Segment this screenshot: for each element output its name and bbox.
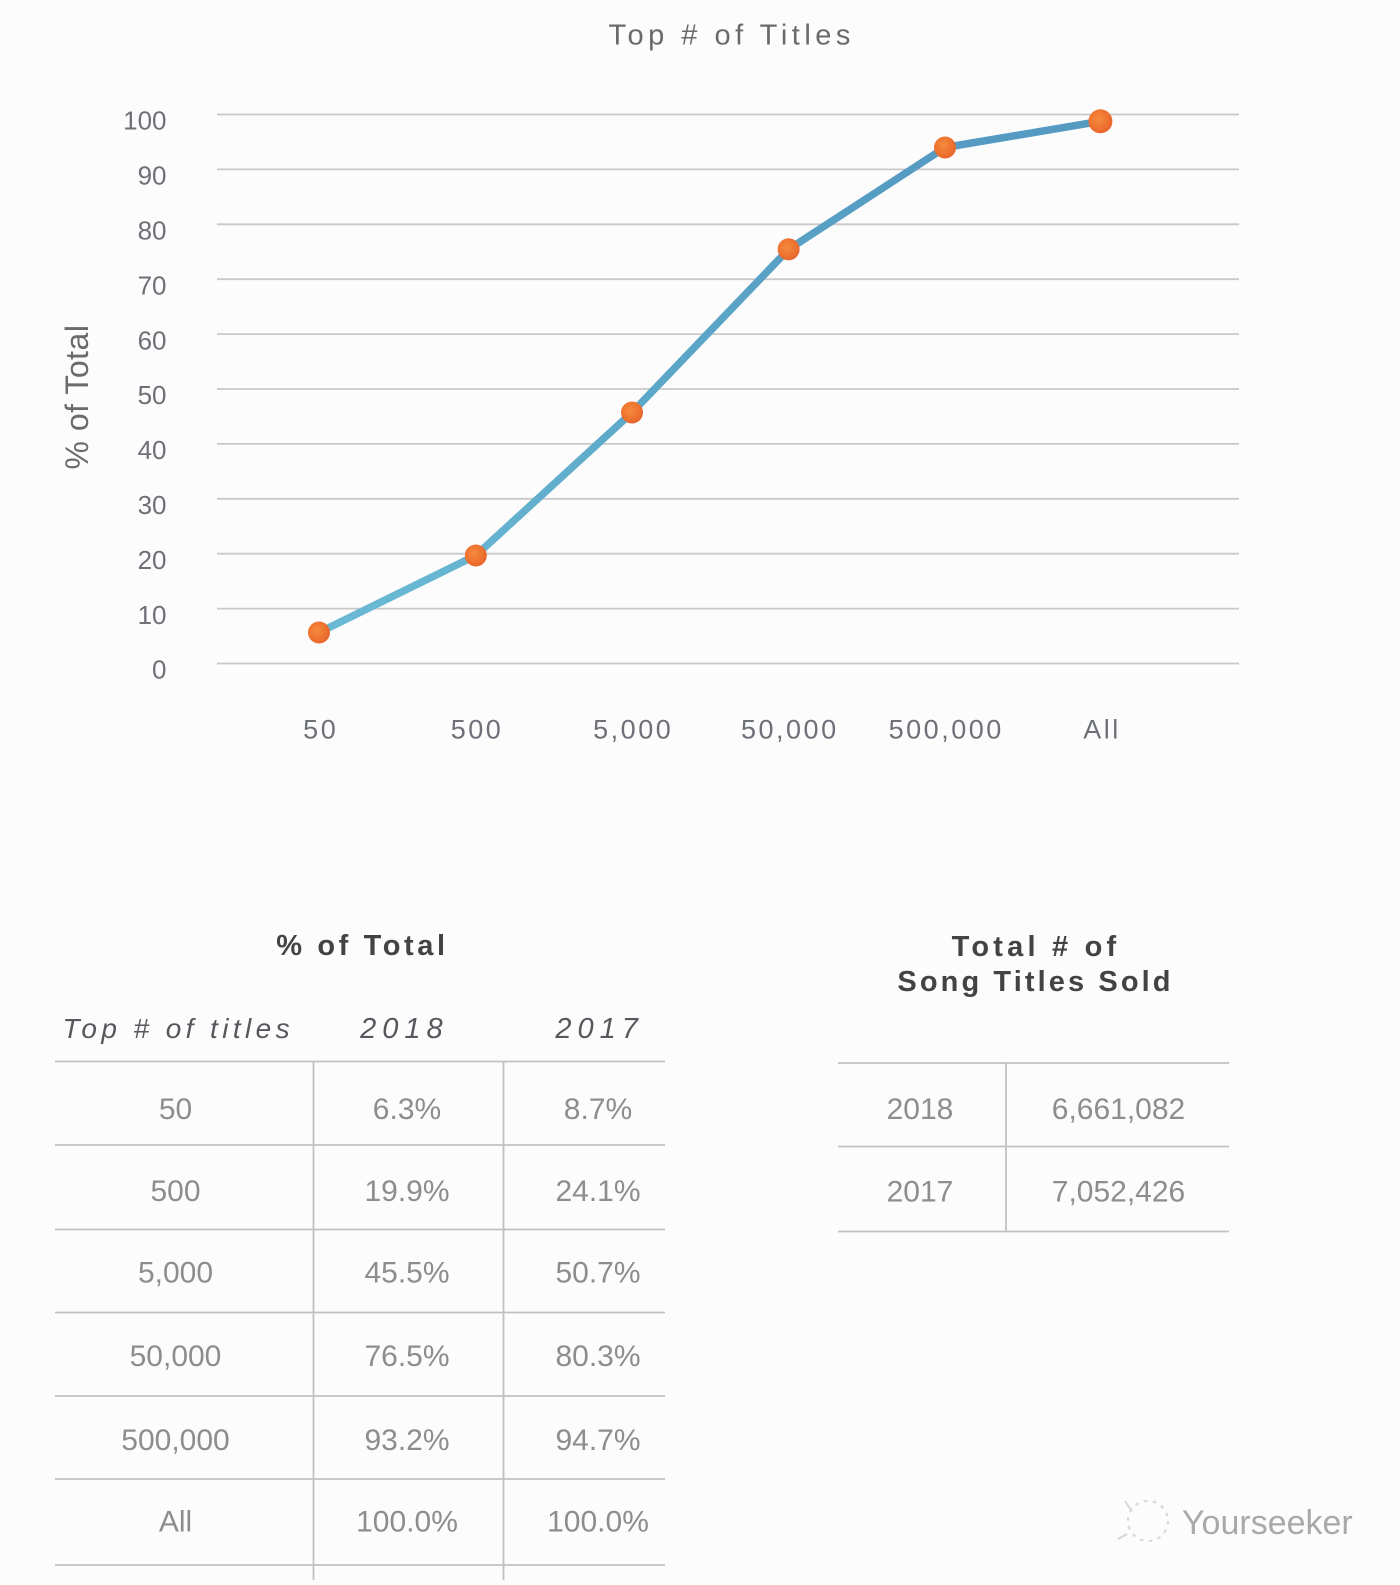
svg-text:40: 40: [138, 435, 167, 465]
svg-text:45.5%: 45.5%: [364, 1257, 449, 1290]
svg-text:8.7%: 8.7%: [564, 1093, 632, 1126]
svg-text:500,000: 500,000: [121, 1424, 229, 1457]
svg-text:90: 90: [138, 161, 167, 191]
svg-text:500: 500: [451, 715, 504, 745]
svg-text:Song Titles Sold: Song Titles Sold: [897, 966, 1173, 998]
svg-text:Yourseeker: Yourseeker: [1182, 1504, 1353, 1542]
svg-text:7,052,426: 7,052,426: [1052, 1176, 1185, 1209]
svg-text:94.7%: 94.7%: [555, 1424, 640, 1457]
svg-text:30: 30: [138, 490, 167, 520]
svg-text:50: 50: [159, 1093, 192, 1126]
svg-text:Top # of titles: Top # of titles: [63, 1013, 295, 1044]
svg-text:All: All: [159, 1506, 192, 1539]
svg-text:2018: 2018: [359, 1013, 449, 1045]
svg-text:Top # of Titles: Top # of Titles: [608, 20, 854, 52]
svg-text:76.5%: 76.5%: [364, 1340, 449, 1373]
svg-text:5,000: 5,000: [593, 715, 673, 745]
svg-text:80.3%: 80.3%: [555, 1340, 640, 1373]
svg-text:50.7%: 50.7%: [555, 1257, 640, 1290]
svg-text:80: 80: [138, 216, 167, 246]
svg-text:50,000: 50,000: [741, 715, 839, 745]
svg-text:60: 60: [138, 325, 167, 355]
svg-text:93.2%: 93.2%: [364, 1424, 449, 1457]
svg-text:20: 20: [138, 545, 167, 575]
svg-text:6,661,082: 6,661,082: [1052, 1093, 1185, 1126]
svg-text:All: All: [1083, 715, 1121, 745]
svg-text:Total # of: Total # of: [952, 931, 1121, 963]
svg-text:24.1%: 24.1%: [555, 1175, 640, 1208]
svg-text:19.9%: 19.9%: [364, 1175, 449, 1208]
svg-text:500,000: 500,000: [889, 715, 1004, 745]
svg-text:2017: 2017: [554, 1013, 644, 1045]
svg-text:100: 100: [123, 106, 166, 136]
svg-text:% of Total: % of Total: [59, 325, 95, 470]
svg-text:500: 500: [150, 1175, 200, 1208]
svg-text:100.0%: 100.0%: [356, 1506, 458, 1539]
svg-text:5,000: 5,000: [138, 1257, 213, 1290]
svg-text:70: 70: [138, 270, 167, 300]
svg-text:50: 50: [138, 380, 167, 410]
svg-text:2018: 2018: [887, 1093, 954, 1126]
svg-text:6.3%: 6.3%: [373, 1093, 441, 1126]
svg-text:0: 0: [152, 655, 166, 685]
svg-text:50,000: 50,000: [130, 1340, 222, 1373]
svg-text:% of Total: % of Total: [276, 930, 448, 962]
svg-text:100.0%: 100.0%: [547, 1506, 649, 1539]
svg-text:2017: 2017: [887, 1176, 954, 1209]
svg-text:10: 10: [138, 600, 167, 630]
svg-text:50: 50: [303, 715, 338, 745]
